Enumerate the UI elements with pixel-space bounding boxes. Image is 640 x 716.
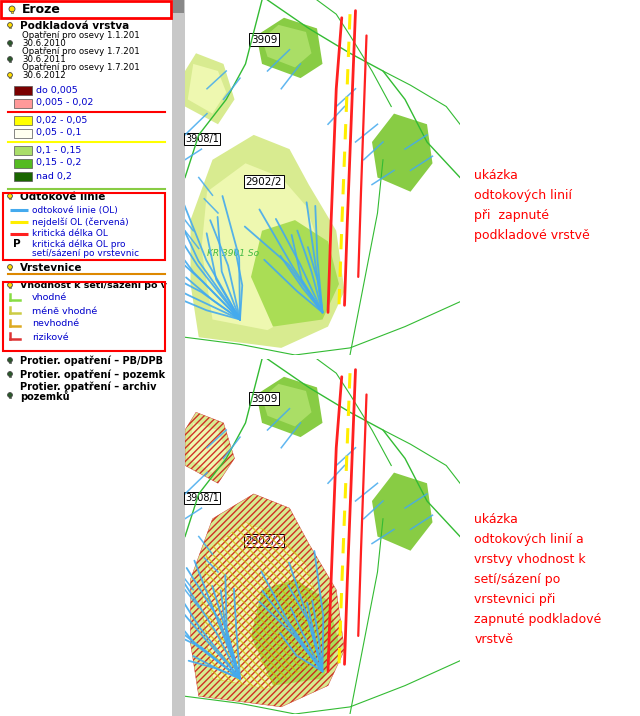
Bar [3,193,165,260]
Polygon shape [185,53,234,125]
Bar [172,0,185,716]
Text: ukázka
odtokových linií a
vrstvy vhodnost k
setí/sázení po
vrstevnici při
zapnut: ukázka odtokových linií a vrstvy vhodnos… [474,513,602,646]
Text: kritická délka OL pro: kritická délka OL pro [32,239,125,248]
Polygon shape [372,114,433,192]
Text: pozemků: pozemků [20,390,70,402]
Bar [9,77,11,78]
Bar [173,0,184,13]
Circle shape [8,372,12,377]
Polygon shape [191,135,344,348]
Bar [9,26,11,28]
Bar [11,11,13,13]
Bar [14,172,32,180]
Bar [9,376,11,377]
Polygon shape [372,473,433,551]
Text: 2902/2: 2902/2 [246,177,282,187]
Text: nevhodné: nevhodné [32,319,79,329]
Polygon shape [188,423,227,473]
Circle shape [8,41,12,45]
Polygon shape [202,522,323,689]
Text: Vrstevnice: Vrstevnice [20,263,83,273]
Bar [14,85,32,95]
Text: Odtokové linie: Odtokové linie [20,192,106,202]
Text: méně vhodné: méně vhodné [32,306,97,316]
Polygon shape [262,25,312,67]
Text: Eroze: Eroze [22,3,61,16]
Bar [14,145,32,155]
Text: 0,02 - 0,05: 0,02 - 0,05 [36,115,88,125]
Text: rizikové: rizikové [32,332,68,342]
Text: 30.6.2011: 30.6.2011 [22,56,66,64]
Text: KR 3901 So: KR 3901 So [207,248,259,258]
Text: 2902/2: 2902/2 [246,536,282,546]
Circle shape [8,265,12,269]
Text: Vhodnost k setí/sázení po v: Vhodnost k setí/sázení po v [20,281,167,291]
Text: Protier. opatření – archiv: Protier. opatření – archiv [20,382,157,392]
Polygon shape [251,579,339,686]
Bar [9,61,11,62]
Text: 0,15 - 0,2: 0,15 - 0,2 [36,158,81,168]
Bar [9,268,11,270]
Text: nad 0,2: nad 0,2 [36,172,72,180]
Text: Podkladová vrstva: Podkladová vrstva [20,21,129,31]
Circle shape [8,57,12,62]
Circle shape [8,23,12,27]
Bar [3,282,165,351]
Bar [14,128,32,137]
Text: setí/sázení po vrstevnic: setí/sázení po vrstevnic [32,249,139,258]
Text: 0,1 - 0,15: 0,1 - 0,15 [36,145,81,155]
Polygon shape [191,494,344,707]
Polygon shape [257,377,323,437]
Polygon shape [202,163,323,330]
Bar [9,198,11,199]
Text: odtokové linie (OL): odtokové linie (OL) [32,205,118,215]
Circle shape [8,72,12,77]
Text: vhodné: vhodné [32,294,67,302]
Circle shape [8,193,12,198]
Circle shape [9,6,15,12]
Polygon shape [251,220,339,326]
Text: do 0,005: do 0,005 [36,85,77,95]
Circle shape [8,357,12,362]
Polygon shape [257,18,323,78]
Text: Opatření pro osevy 1.7.201: Opatření pro osevy 1.7.201 [22,64,140,72]
Text: 3909: 3909 [251,394,277,404]
Text: kritická délka OL: kritická délka OL [32,230,108,238]
Polygon shape [185,412,234,483]
Text: ukázka
odtokových linií
při  zapnuté
podkladové vrstvě: ukázka odtokových linií při zapnuté podk… [474,170,590,243]
Circle shape [8,392,12,397]
Bar [14,99,32,107]
Text: P: P [13,239,21,249]
Bar [9,397,11,398]
Text: 0,05 - 0,1: 0,05 - 0,1 [36,128,81,137]
Text: 0,005 - 0,02: 0,005 - 0,02 [36,99,93,107]
Text: Protier. opatření – pozemk: Protier. opatření – pozemk [20,369,165,380]
Text: 30.6.2010: 30.6.2010 [22,39,66,49]
Text: 3908/1: 3908/1 [185,134,219,144]
Bar [1,1,171,18]
Text: 30.6.2012: 30.6.2012 [22,72,66,80]
Polygon shape [262,384,312,427]
Polygon shape [188,64,227,114]
Bar [14,158,32,168]
Text: nejdelší OL (červená): nejdelší OL (červená) [32,217,129,227]
Text: 3909: 3909 [251,34,277,44]
Bar [9,44,11,47]
Bar [9,362,11,363]
Text: Opatření pro osevy 1.1.201: Opatření pro osevy 1.1.201 [22,32,140,41]
Circle shape [8,283,12,287]
Bar [9,286,11,289]
Text: 3908/1: 3908/1 [185,493,219,503]
Bar [14,115,32,125]
Text: Opatření pro osevy 1.7.201: Opatření pro osevy 1.7.201 [22,47,140,57]
Text: Protier. opatření – PB/DPB: Protier. opatření – PB/DPB [20,356,163,367]
